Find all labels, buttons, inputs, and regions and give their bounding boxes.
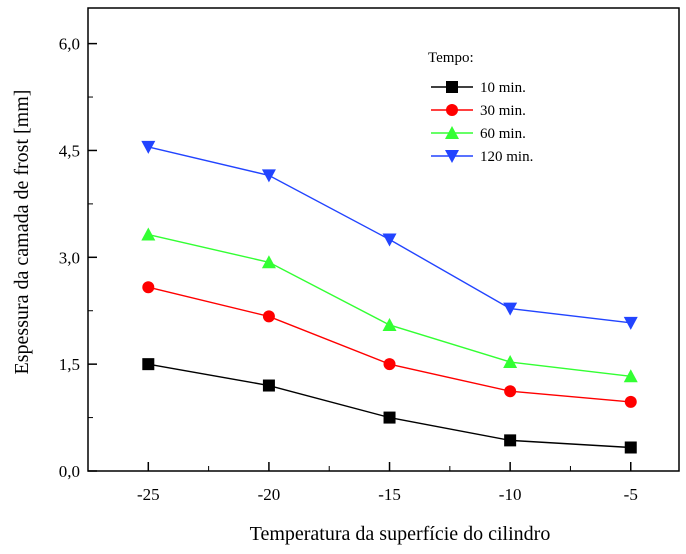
x-tick-label: -20 xyxy=(258,485,281,504)
legend-marker xyxy=(446,81,458,93)
data-point xyxy=(382,317,397,331)
legend-marker xyxy=(445,150,459,163)
legend-label: 60 min. xyxy=(480,126,526,142)
plot-frame xyxy=(87,7,680,472)
series-group xyxy=(142,281,637,408)
x-axis-title: Temperatura da superfície do cilindro xyxy=(250,523,551,545)
legend-item: 60 min. xyxy=(431,126,526,142)
minor-ticks xyxy=(87,96,571,471)
data-point xyxy=(261,169,276,183)
data-point xyxy=(141,140,156,154)
legend: Tempo: 10 min. 30 min. 60 min. 120 min. xyxy=(428,50,533,165)
legend-label: 30 min. xyxy=(480,103,526,119)
x-axis: -25 -20 -15 -10 -5 xyxy=(137,462,638,504)
data-point xyxy=(624,395,637,408)
legend-item: 10 min. xyxy=(431,80,526,96)
y-tick-label: 6,0 xyxy=(59,35,80,54)
data-point xyxy=(623,369,638,383)
x-tick-label: -10 xyxy=(499,485,522,504)
series-line xyxy=(148,363,631,449)
data-point xyxy=(383,358,396,371)
legend-label: 120 min. xyxy=(480,149,533,165)
data-point xyxy=(504,434,517,447)
series-group xyxy=(141,227,638,383)
data-point xyxy=(383,411,396,424)
data-point xyxy=(142,358,155,371)
x-tick-label: -15 xyxy=(378,485,401,504)
legend-item: 30 min. xyxy=(431,103,526,119)
y-tick-label: 4,5 xyxy=(59,141,80,160)
data-point xyxy=(504,385,517,398)
data-point xyxy=(262,310,275,323)
series-group xyxy=(141,140,638,330)
legend-item: 120 min. xyxy=(431,149,533,165)
y-axis: 0,0 1,5 3,0 4,5 6,0 xyxy=(59,35,97,481)
data-point xyxy=(624,441,637,454)
x-tick-label: -25 xyxy=(137,485,160,504)
data-point xyxy=(262,379,275,392)
legend-marker xyxy=(445,126,459,139)
y-tick-label: 3,0 xyxy=(59,248,80,267)
data-point xyxy=(141,227,156,241)
series-group xyxy=(142,358,637,454)
x-tick-label: -5 xyxy=(624,485,638,504)
legend-title: Tempo: xyxy=(428,50,474,66)
data-point xyxy=(382,233,397,247)
legend-marker xyxy=(446,104,458,116)
y-tick-label: 1,5 xyxy=(59,355,80,374)
data-point xyxy=(503,355,518,369)
y-tick-label: 0,0 xyxy=(59,462,80,481)
y-axis-title: Espessura da camada de frost [mm] xyxy=(11,90,33,375)
data-point xyxy=(503,302,518,316)
series-layer xyxy=(141,140,638,454)
data-point xyxy=(142,281,155,294)
series-line xyxy=(148,286,631,403)
legend-label: 10 min. xyxy=(480,80,526,96)
data-point xyxy=(623,316,638,330)
data-point xyxy=(261,255,276,269)
